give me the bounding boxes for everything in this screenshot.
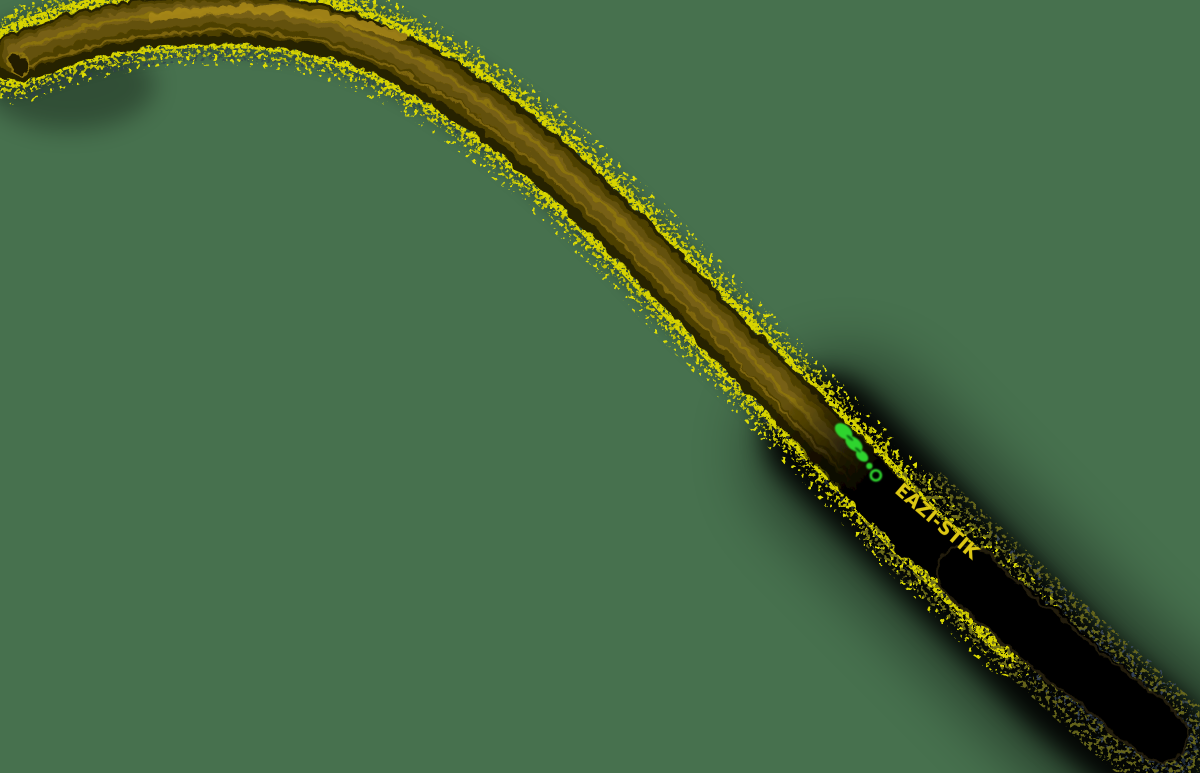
stick-apex-gleam <box>146 3 404 38</box>
korda-logo-ring <box>869 469 883 482</box>
korda-logo-detail-2 <box>854 447 862 453</box>
stick-handle <box>935 543 1185 759</box>
korda-logo-blob-3 <box>855 450 869 462</box>
korda-logo-blob-2 <box>845 435 863 452</box>
stick-tip-opening <box>4 48 28 76</box>
korda-logo-dot <box>866 462 873 470</box>
korda-logo-detail-1 <box>846 434 854 442</box>
korda-logo <box>834 423 883 482</box>
stick-body <box>0 0 1187 761</box>
